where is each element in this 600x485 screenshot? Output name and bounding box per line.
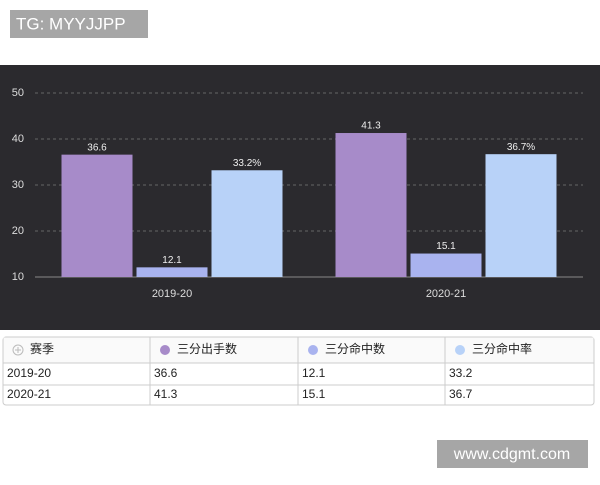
bar — [335, 133, 407, 277]
table-header: 赛季 — [30, 341, 54, 356]
legend-label: 三分命中率 — [472, 341, 532, 356]
table-cell: 2020-21 — [7, 387, 51, 401]
table: 赛季 三分出手数 三分命中数 三分命中率 2019-20 36.6 12.1 33.2 2020… — [2, 336, 595, 406]
legend-dot — [455, 345, 465, 355]
legend-label: 三分出手数 — [177, 341, 237, 356]
plot: 10 20 30 40 50 2019-20 36.6 12.1 33.2% 2020-21 41.… — [12, 87, 583, 300]
watermark-box — [10, 10, 148, 38]
table-cell: 2019-20 — [7, 366, 51, 380]
y-tick-label: 10 — [12, 271, 24, 283]
table-cell: 15.1 — [302, 387, 326, 401]
add-icon — [12, 344, 24, 356]
y-tick-label: 20 — [12, 225, 24, 237]
bar — [61, 154, 133, 277]
watermark: TG: MYYJJPP — [16, 14, 126, 33]
legend-label: 三分命中数 — [325, 341, 385, 356]
table-cell: 33.2 — [449, 366, 473, 380]
value-label: 15.1 — [436, 241, 456, 252]
x-tick-label: 2019-20 — [152, 288, 192, 300]
table-cell: 36.6 — [154, 366, 178, 380]
legend-dot — [160, 345, 170, 355]
legend-dot — [308, 345, 318, 355]
bar — [211, 170, 283, 277]
value-label: 12.1 — [162, 255, 182, 266]
bar — [136, 267, 208, 277]
bar — [485, 154, 557, 277]
value-label: 41.3 — [361, 121, 381, 132]
value-label: 36.7% — [507, 142, 535, 153]
value-label: 36.6 — [87, 142, 107, 153]
footer-watermark: www.cdgmt.com — [453, 446, 570, 463]
y-tick-label: 40 — [12, 133, 24, 145]
table-cell: 41.3 — [154, 387, 178, 401]
y-tick-label: 30 — [12, 179, 24, 191]
x-tick-label: 2020-21 — [426, 288, 466, 300]
value-label: 33.2% — [233, 158, 261, 169]
table-cell: 36.7 — [449, 387, 473, 401]
footer-watermark-box — [437, 440, 588, 468]
add-icon-plus — [15, 347, 21, 353]
table-cell: 12.1 — [302, 366, 326, 380]
bar — [410, 253, 482, 277]
y-tick-label: 50 — [12, 87, 24, 99]
